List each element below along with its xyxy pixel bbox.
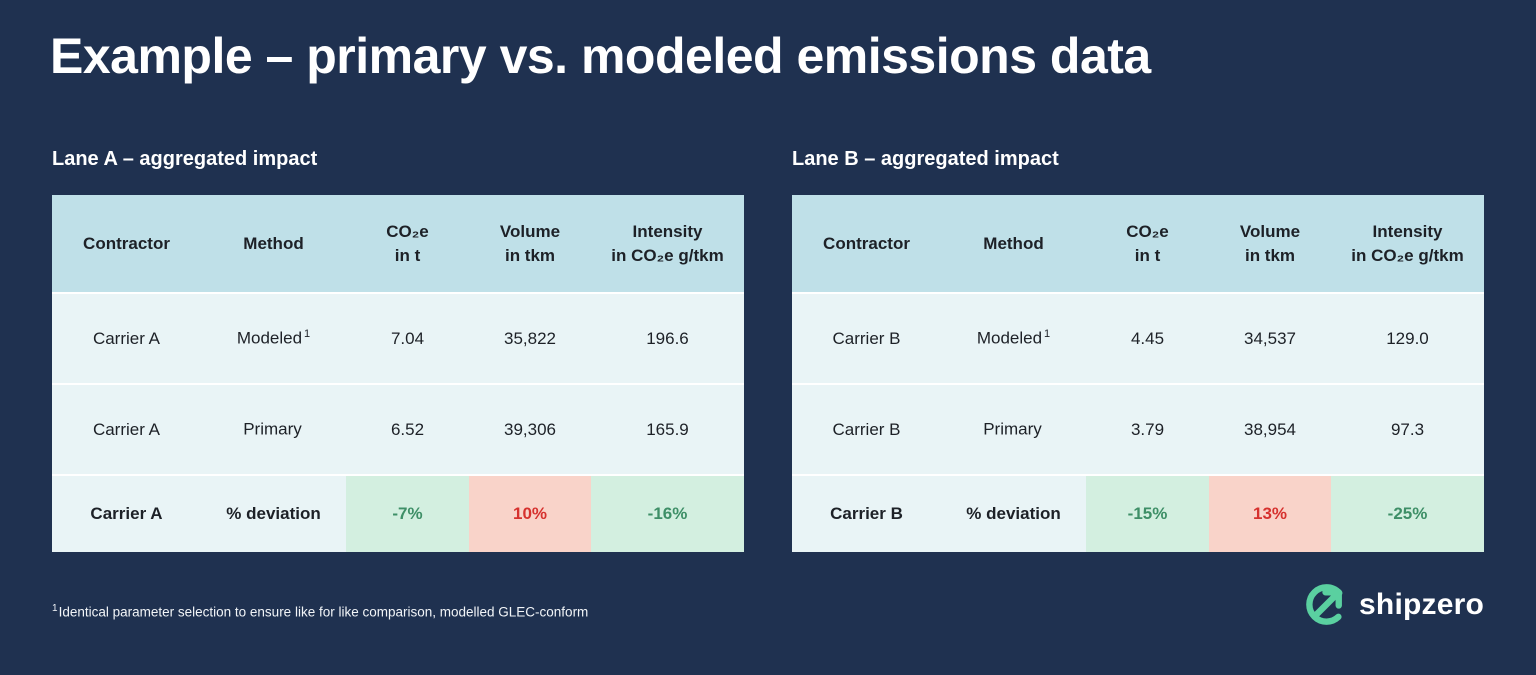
deviation-co2e-badge: -7% bbox=[346, 474, 469, 552]
deviation-intensity-badge: -16% bbox=[591, 474, 744, 552]
deviation-volume-badge: 13% bbox=[1209, 474, 1331, 552]
cell-contractor: Carrier A bbox=[52, 383, 201, 475]
method-label: Primary bbox=[983, 419, 1042, 439]
lane-b-title: Lane B – aggregated impact bbox=[792, 148, 1059, 170]
header-method: Method bbox=[941, 195, 1086, 293]
table-row-primary: Carrier A Primary 6.52 39,306 165.9 bbox=[52, 383, 744, 475]
shipzero-logo-text: shipzero bbox=[1359, 587, 1484, 621]
footnote-text: Identical parameter selection to ensure … bbox=[58, 604, 589, 620]
cell-method: Primary bbox=[201, 383, 346, 475]
header-volume: Volume in tkm bbox=[1209, 195, 1331, 293]
cell-contractor: Carrier A bbox=[52, 474, 201, 552]
header-contractor: Contractor bbox=[52, 195, 201, 293]
cell-co2e: 3.79 bbox=[1086, 383, 1209, 475]
header-co2e: CO₂e in t bbox=[346, 195, 469, 293]
lane-b-table: Contractor Method CO₂e in t Volume in tk… bbox=[792, 195, 1484, 552]
cell-deviation-label: % deviation bbox=[941, 474, 1086, 552]
header-co2e: CO₂e in t bbox=[1086, 195, 1209, 293]
method-label: Modeled bbox=[236, 328, 303, 348]
arrow-circle-growth-icon bbox=[1306, 584, 1347, 625]
footnote-sup: 1 bbox=[52, 603, 58, 614]
table-row-modeled: Carrier A Modeled 1 7.04 35,822 196.6 bbox=[52, 292, 744, 384]
header-volume: Volume in tkm bbox=[469, 195, 591, 293]
table-row-modeled: Carrier B Modeled 1 4.45 34,537 129.0 bbox=[792, 292, 1484, 384]
cell-co2e: 4.45 bbox=[1086, 292, 1209, 384]
table-header-row: Contractor Method CO₂e in t Volume in tk… bbox=[792, 195, 1484, 293]
footnote: 1Identical parameter selection to ensure… bbox=[52, 599, 588, 623]
footnote-marker: 1 bbox=[304, 328, 311, 341]
table-header-row: Contractor Method CO₂e in t Volume in tk… bbox=[52, 195, 744, 293]
cell-contractor: Carrier B bbox=[792, 383, 941, 475]
cell-deviation-label: % deviation bbox=[201, 474, 346, 552]
table-row-primary: Carrier B Primary 3.79 38,954 97.3 bbox=[792, 383, 1484, 475]
cell-co2e: 6.52 bbox=[346, 383, 469, 475]
method-label: Modeled bbox=[976, 328, 1043, 348]
lane-a-title: Lane A – aggregated impact bbox=[52, 148, 318, 170]
cell-contractor: Carrier B bbox=[792, 292, 941, 384]
cell-volume: 38,954 bbox=[1209, 383, 1331, 475]
lane-b-section: Lane B – aggregated impact Contractor Me… bbox=[792, 146, 1484, 552]
cell-volume: 34,537 bbox=[1209, 292, 1331, 384]
cell-intensity: 165.9 bbox=[591, 383, 744, 475]
cell-contractor: Carrier B bbox=[792, 474, 941, 552]
deviation-intensity-badge: -25% bbox=[1331, 474, 1484, 552]
cell-contractor: Carrier A bbox=[52, 292, 201, 384]
cell-method: Modeled 1 bbox=[201, 292, 346, 384]
deviation-co2e-badge: -15% bbox=[1086, 474, 1209, 552]
header-intensity: Intensity in CO₂e g/tkm bbox=[1331, 195, 1484, 293]
cell-co2e: 7.04 bbox=[346, 292, 469, 384]
header-intensity: Intensity in CO₂e g/tkm bbox=[591, 195, 744, 293]
cell-volume: 35,822 bbox=[469, 292, 591, 384]
header-method: Method bbox=[201, 195, 346, 293]
tables-row: Lane A – aggregated impact Contractor Me… bbox=[52, 146, 1484, 552]
cell-method: Modeled 1 bbox=[941, 292, 1086, 384]
table-row-deviation: Carrier B % deviation -15% 13% -25% bbox=[792, 474, 1484, 552]
lane-a-section: Lane A – aggregated impact Contractor Me… bbox=[52, 146, 744, 552]
cell-intensity: 97.3 bbox=[1331, 383, 1484, 475]
lane-a-table: Contractor Method CO₂e in t Volume in tk… bbox=[52, 195, 744, 552]
cell-intensity: 196.6 bbox=[591, 292, 744, 384]
deviation-volume-badge: 10% bbox=[469, 474, 591, 552]
cell-volume: 39,306 bbox=[469, 383, 591, 475]
table-row-deviation: Carrier A % deviation -7% 10% -16% bbox=[52, 474, 744, 552]
footnote-marker: 1 bbox=[1044, 328, 1051, 341]
header-contractor: Contractor bbox=[792, 195, 941, 293]
page-title: Example – primary vs. modeled emissions … bbox=[50, 28, 1151, 84]
shipzero-logo: shipzero bbox=[1303, 581, 1484, 628]
method-label: Primary bbox=[243, 419, 302, 439]
cell-intensity: 129.0 bbox=[1331, 292, 1484, 384]
cell-method: Primary bbox=[941, 383, 1086, 475]
